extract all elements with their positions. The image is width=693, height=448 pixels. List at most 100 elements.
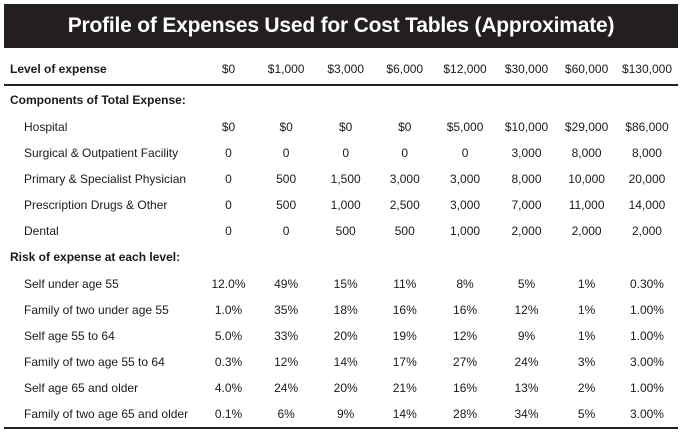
table-cell: 5% xyxy=(557,400,616,429)
table-cell: 13% xyxy=(514,380,539,395)
table-cell: 1,000 xyxy=(450,223,481,238)
table-cell: $0 xyxy=(279,119,293,134)
row-label: Surgical & Outpatient Facility xyxy=(24,145,179,160)
risk-section-row: Risk of expense at each level: xyxy=(4,243,678,271)
table-cell: 1% xyxy=(577,277,596,292)
table-cell: 0 xyxy=(401,145,409,160)
table-cell: 2,000 xyxy=(511,223,542,238)
level-row: Level of expense $0 $1,000 $3,000 $6,000… xyxy=(4,54,678,86)
table-cell: 7,000 xyxy=(511,197,542,212)
components-section-row: Components of Total Expense: xyxy=(4,85,678,114)
table-cell: 14% xyxy=(333,355,358,370)
table-cell: 0 xyxy=(461,145,469,160)
table-cell: 9% xyxy=(517,329,536,344)
table-cell: 49% xyxy=(274,277,299,292)
level-cell: $60,000 xyxy=(557,54,616,86)
table-cell: $0 xyxy=(221,119,236,134)
table-cell: 5.0% xyxy=(214,329,243,344)
level-cell: $1,000 xyxy=(256,54,317,86)
table-row: Prescription Drugs & Other 0 500 1,000 2,500… xyxy=(4,192,678,218)
table-cell: 3,000 xyxy=(389,171,420,186)
table-cell: 1.00% xyxy=(629,380,664,395)
table-row: Self age 55 to 64 5.0% 33% 20% 19% 12% 9% 1% 1.0… xyxy=(4,323,678,349)
row-label: Primary & Specialist Physician xyxy=(24,171,187,186)
table-cell: 8% xyxy=(456,277,474,292)
table-cell: 500 xyxy=(276,171,297,186)
table-cell: 20% xyxy=(333,329,358,344)
table-cell: 0 xyxy=(342,145,350,160)
table-cell: 2% xyxy=(577,380,596,395)
table-cell: 2,000 xyxy=(571,223,602,238)
row-label: Family of two age 55 to 64 xyxy=(24,355,165,370)
table-cell: 0.30% xyxy=(629,277,664,292)
components-heading: Components of Total Expense: xyxy=(10,93,186,107)
expense-table-body: Level of expense $0 $1,000 $3,000 $6,000… xyxy=(4,54,678,429)
table-cell: 1% xyxy=(577,329,596,344)
table-cell: $29,000 xyxy=(564,119,609,134)
table-cell: 3.00% xyxy=(629,355,664,370)
expense-table: Level of expense $0 $1,000 $3,000 $6,000… xyxy=(4,54,678,429)
row-label: Self age 65 and older xyxy=(24,380,139,395)
table-cell: 33% xyxy=(274,329,299,344)
table-cell: 12% xyxy=(453,329,478,344)
table-cell: 12% xyxy=(274,355,299,370)
table-cell: 20% xyxy=(333,380,358,395)
table-cell: 0 xyxy=(225,145,232,160)
table-cell: 28% xyxy=(434,400,496,429)
table-cell: $5,000 xyxy=(446,119,484,134)
table-cell: 24% xyxy=(514,355,539,370)
table-cell: 14% xyxy=(375,400,435,429)
table-cell: 3% xyxy=(577,355,596,370)
table-cell: 20,000 xyxy=(628,171,666,186)
table-cell: 0.1% xyxy=(200,400,257,429)
table-cell: 500 xyxy=(276,197,297,212)
level-cell: $12,000 xyxy=(434,54,496,86)
row-label: Dental xyxy=(24,223,59,238)
level-label: Level of expense xyxy=(4,54,201,86)
table-cell: 3,000 xyxy=(450,197,481,212)
table-row: Primary & Specialist Physician 0 500 1,500 3… xyxy=(4,166,678,192)
table-cell: 11% xyxy=(393,277,417,292)
table-cell: 1.0% xyxy=(214,303,243,318)
table-cell: 0 xyxy=(225,171,232,186)
table-cell: 0 xyxy=(225,197,232,212)
table-cell: 0 xyxy=(282,145,290,160)
table-cell: $0 xyxy=(398,119,412,134)
table-cell: 0.3% xyxy=(214,355,243,370)
table-cell: 1.00% xyxy=(629,303,664,318)
row-label: Self under age 55 xyxy=(24,277,119,292)
table-cell: 18% xyxy=(333,303,358,318)
table-cell: 16% xyxy=(392,303,417,318)
row-label: Prescription Drugs & Other xyxy=(24,197,168,212)
table-cell: 12% xyxy=(514,303,539,318)
table-cell: 3,000 xyxy=(511,145,542,160)
table-cell: $0 xyxy=(338,119,353,134)
table-row: Self age 65 and older 4.0% 24% 20% 21% 16% 13%… xyxy=(4,375,678,401)
table-cell: 8,000 xyxy=(511,171,542,186)
table-cell: 8,000 xyxy=(571,145,602,160)
table-row: Hospital $0 $0 $0 $0 $5,000 $10,000 $29,000 $86,… xyxy=(4,114,678,140)
table-cell: 35% xyxy=(274,303,299,318)
table-cell: 2,500 xyxy=(389,197,420,212)
table-cell: 3,000 xyxy=(450,171,481,186)
table-cell: 12.0% xyxy=(211,277,246,292)
table-cell: 2,000 xyxy=(631,223,662,238)
table-row: Family of two age 65 and older 0.1% 6% 9% 14… xyxy=(4,400,678,429)
table-cell: 16% xyxy=(453,380,478,395)
table-row: Self under age 55 12.0% 49% 15% 11% 8% 5% 1% 0.3… xyxy=(4,271,678,297)
row-label: Hospital xyxy=(24,119,68,134)
table-row: Surgical & Outpatient Facility 0 0 0 0 0 3,000… xyxy=(4,140,678,166)
table-cell: 11,000 xyxy=(568,197,605,212)
table-cell: 17% xyxy=(392,355,417,370)
table-cell: 24% xyxy=(274,380,299,395)
table-cell: 1% xyxy=(577,303,596,318)
table-cell: 19% xyxy=(392,329,417,344)
table-cell: 500 xyxy=(394,223,415,238)
table-cell: 4.0% xyxy=(214,380,243,395)
table-cell: 9% xyxy=(316,400,376,429)
table-row: Family of two under age 55 1.0% 35% 18% 16% 1… xyxy=(4,297,678,323)
table-cell: 3.00% xyxy=(615,400,678,429)
table-cell: 16% xyxy=(453,303,478,318)
level-cell: $3,000 xyxy=(316,54,376,86)
